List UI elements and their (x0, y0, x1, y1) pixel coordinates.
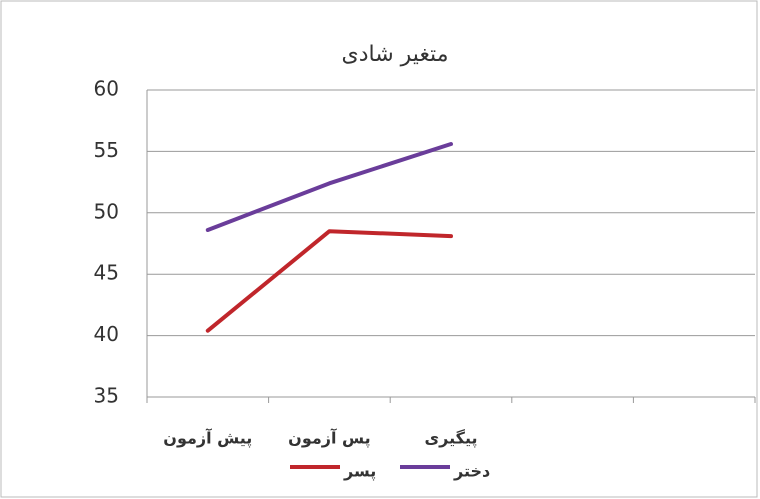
chart: متغیر شادی 35 40 45 50 55 60 پیش آزمون پس آزمون… (0, 0, 760, 499)
y-tick-label: 60 (94, 77, 119, 101)
chart-border (1, 1, 757, 497)
y-tick-label: 40 (94, 322, 119, 346)
y-tick-label: 35 (94, 384, 119, 408)
legend-label: دختر (453, 462, 490, 481)
y-tick-label: 45 (94, 261, 119, 285)
x-tick-label: پس آزمون (288, 428, 370, 449)
y-tick-label: 50 (94, 199, 119, 223)
legend-label: پسر (343, 462, 376, 482)
x-tick-label: پیش آزمون (163, 428, 252, 449)
y-tick-label: 55 (94, 138, 119, 162)
chart-title: متغیر شادی (342, 42, 449, 67)
x-tick-label: پیگیری (425, 429, 478, 449)
page: متغیر شادی 35 40 45 50 55 60 پیش آزمون پس آزمون… (0, 0, 760, 499)
